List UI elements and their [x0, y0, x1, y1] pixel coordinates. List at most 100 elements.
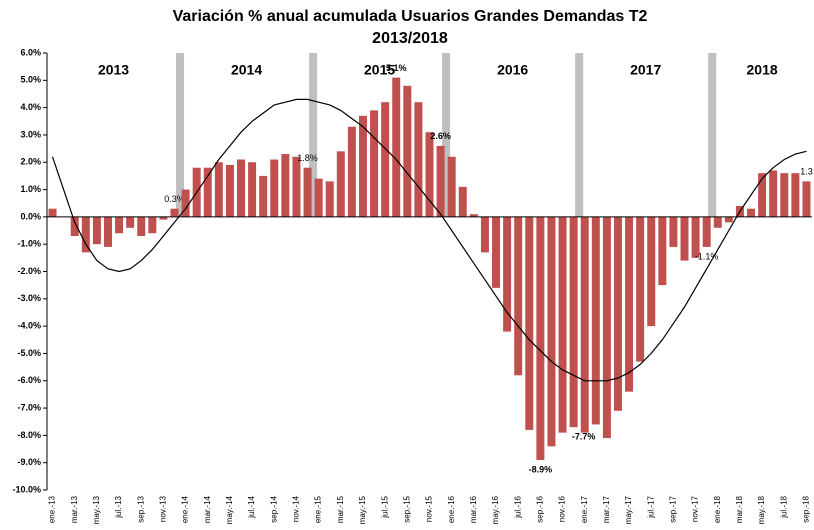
- data-label: -7.7%: [572, 432, 596, 442]
- bar: [480, 216, 489, 253]
- year-label: 2016: [497, 62, 528, 78]
- x-tick-label: jul.-14: [247, 495, 256, 518]
- year-label: 2013: [98, 62, 129, 78]
- bar: [425, 132, 434, 217]
- bar: [414, 102, 423, 217]
- x-tick-label: may.-17: [624, 495, 633, 524]
- trend-line: [51, 98, 807, 382]
- bar: [602, 216, 611, 439]
- bar: [92, 216, 101, 245]
- x-tick-label: nov.-13: [159, 495, 168, 522]
- bar: [580, 216, 589, 433]
- x-tick-label: ene.-16: [447, 495, 456, 523]
- bar: [469, 214, 478, 217]
- y-tick-label: -4.0%: [17, 321, 41, 331]
- bar: [636, 216, 645, 362]
- x-tick-label: mar.-15: [336, 495, 345, 523]
- bar: [381, 102, 390, 217]
- bar: [503, 216, 512, 332]
- x-tick-label: may.-18: [757, 495, 766, 524]
- x-tick-label: mar.-18: [735, 495, 744, 523]
- y-tick-label: -10.0%: [12, 484, 41, 494]
- y-tick-label: 4.0%: [20, 102, 41, 112]
- bar: [214, 162, 223, 217]
- y-tick-label: -9.0%: [17, 457, 41, 467]
- bar: [148, 216, 157, 234]
- bar: [436, 145, 445, 217]
- bar: [137, 216, 146, 236]
- y-tick-label: -3.0%: [17, 293, 41, 303]
- year-label: 2014: [231, 62, 262, 78]
- x-tick-label: sep.-16: [535, 495, 544, 522]
- data-label: 0.3%: [164, 194, 185, 204]
- year-label: 2018: [747, 62, 778, 78]
- x-tick-label: may.-16: [491, 495, 500, 524]
- bar: [680, 216, 689, 261]
- x-tick-label: jul.-15: [380, 495, 389, 518]
- x-tick-label: sep.-17: [669, 495, 678, 522]
- x-tick-label: jul.-16: [513, 495, 522, 518]
- data-label: 2.6%: [430, 131, 451, 141]
- bar: [347, 126, 356, 217]
- y-tick-label: 2.0%: [20, 157, 41, 167]
- bar: [591, 216, 600, 425]
- bar: [403, 85, 412, 217]
- x-tick-label: mar.-14: [203, 495, 212, 523]
- y-tick-label: -8.0%: [17, 430, 41, 440]
- bar: [303, 167, 312, 217]
- bar: [791, 173, 800, 217]
- x-tick-label: ene.-17: [580, 495, 589, 523]
- y-tick-label: 1.0%: [20, 184, 41, 194]
- bar: [270, 159, 279, 217]
- bar: [181, 189, 190, 217]
- chart-title: Variación % anual acumulada Usuarios Gra…: [173, 8, 648, 25]
- bar: [325, 181, 334, 217]
- y-tick-label: -2.0%: [17, 266, 41, 276]
- bar: [724, 216, 733, 223]
- bar: [802, 181, 811, 217]
- bar: [292, 156, 301, 217]
- bar: [225, 164, 234, 217]
- bar: [569, 216, 578, 428]
- bar: [237, 159, 246, 217]
- bar: [647, 216, 656, 327]
- year-separator: [708, 53, 717, 217]
- bar: [625, 216, 634, 392]
- bar: [248, 162, 257, 217]
- x-tick-label: jul.-18: [779, 495, 788, 518]
- bar: [336, 151, 345, 217]
- x-tick-label: sep.-18: [802, 495, 811, 522]
- bar: [492, 216, 501, 288]
- y-tick-label: -7.0%: [17, 402, 41, 412]
- bar: [259, 175, 268, 217]
- x-tick-label: mar.-17: [602, 495, 611, 523]
- x-tick-label: nov.-16: [558, 495, 567, 522]
- data-label: -8.9%: [529, 464, 553, 474]
- bar: [126, 216, 135, 228]
- year-separator: [176, 53, 185, 217]
- x-tick-label: jul.-13: [114, 495, 123, 518]
- bar: [392, 77, 401, 217]
- x-tick-label: may.-14: [225, 495, 234, 524]
- bar: [103, 216, 112, 247]
- data-label: 1.8%: [297, 153, 318, 163]
- bar: [81, 216, 90, 253]
- data-label: -1.1%: [695, 251, 719, 261]
- x-tick-label: jul.-17: [646, 495, 655, 518]
- x-tick-label: sep.-13: [136, 495, 145, 522]
- bar: [48, 208, 57, 217]
- bar: [702, 216, 711, 247]
- year-label: 2015: [364, 62, 395, 78]
- bar: [780, 173, 789, 217]
- bar: [70, 216, 79, 236]
- x-tick-label: ene.-13: [48, 495, 57, 523]
- bar: [658, 216, 667, 286]
- x-tick-label: may.-13: [92, 495, 101, 524]
- year-separator: [575, 53, 584, 217]
- bar: [713, 216, 722, 228]
- bar: [525, 216, 534, 430]
- chart-subtitle: 2013/2018: [372, 30, 448, 47]
- x-tick-label: nov.-17: [691, 495, 700, 522]
- data-label: 1.3: [800, 167, 813, 177]
